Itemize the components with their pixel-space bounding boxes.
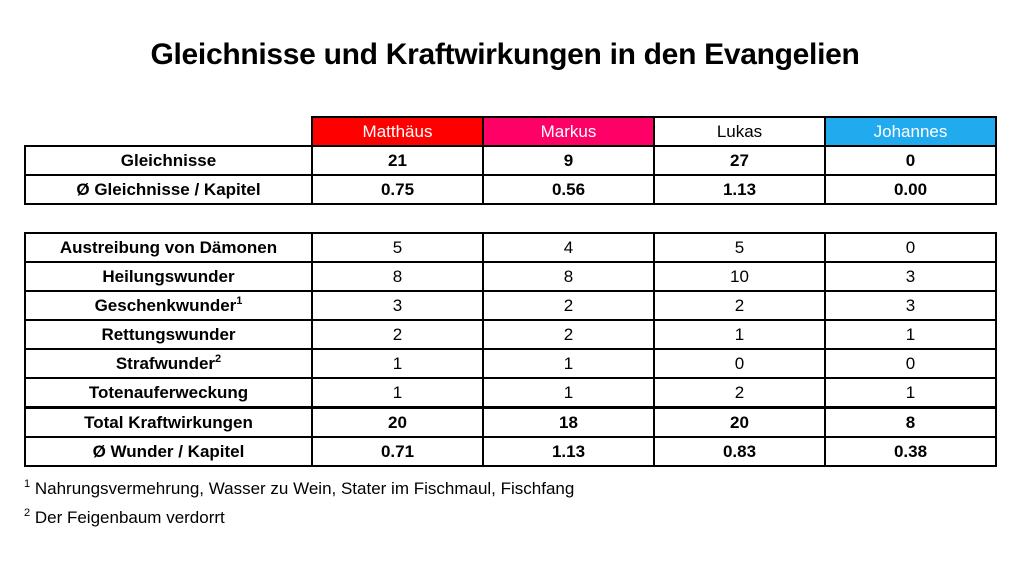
cell-value: 0.38: [824, 436, 997, 467]
cell-value: 0.56: [482, 174, 655, 205]
row-label: Geschenkwunder1: [24, 290, 313, 321]
cell-value: 1: [482, 377, 655, 409]
footnote-1: 1 Nahrungsvermehrung, Wasser zu Wein, St…: [24, 479, 574, 499]
cell-value: 0.00: [824, 174, 997, 205]
cell-value: 8: [311, 261, 484, 292]
table-header-row: Matthäus Markus Lukas Johannes: [25, 116, 997, 147]
cell-value: 0: [824, 348, 997, 379]
cell-value: 1.13: [482, 436, 655, 467]
cell-value: 1: [311, 348, 484, 379]
row-label: Ø Wunder / Kapitel: [24, 436, 313, 467]
table-row: Ø Gleichnisse / Kapitel 0.75 0.56 1.13 0…: [24, 174, 997, 205]
row-label: Rettungswunder: [24, 319, 313, 350]
footnote-mark: 2: [24, 507, 31, 519]
cell-value: 1: [482, 348, 655, 379]
header-markus: Markus: [482, 116, 655, 147]
row-label: Ø Gleichnisse / Kapitel: [24, 174, 313, 205]
cell-value: 3: [824, 261, 997, 292]
cell-value: 21: [311, 145, 484, 176]
cell-value: 1: [653, 319, 826, 350]
cell-value: 1: [311, 377, 484, 409]
cell-value: 20: [653, 406, 826, 438]
table-row: Austreibung von Dämonen 5 4 5 0: [24, 232, 997, 263]
cell-value: 9: [482, 145, 655, 176]
header-johannes: Johannes: [824, 116, 997, 147]
header-empty-cell: [25, 117, 312, 146]
header-lukas: Lukas: [653, 116, 826, 147]
footnote-marker: 1: [236, 294, 243, 307]
table-row: Gleichnisse 21 9 27 0: [24, 145, 997, 176]
cell-value: 2: [311, 319, 484, 350]
row-label: Heilungswunder: [24, 261, 313, 292]
row-label: Total Kraftwirkungen: [24, 406, 313, 438]
footnote-marker: 2: [215, 352, 222, 365]
cell-value: 18: [482, 406, 655, 438]
footnote-text: Nahrungsvermehrung, Wasser zu Wein, Stat…: [30, 479, 575, 498]
cell-value: 2: [653, 290, 826, 321]
table-row: Strafwunder2 1 1 0 0: [24, 348, 997, 379]
page-title: Gleichnisse und Kraftwirkungen in den Ev…: [150, 38, 860, 71]
row-label: Gleichnisse: [24, 145, 313, 176]
header-matthaeus: Matthäus: [311, 116, 484, 147]
cell-value: 3: [824, 290, 997, 321]
row-label: Strafwunder2: [24, 348, 313, 379]
cell-value: 8: [482, 261, 655, 292]
cell-value: 5: [311, 232, 484, 263]
row-label: Totenauferweckung: [24, 377, 313, 409]
cell-value: 5: [653, 232, 826, 263]
miracles-table: Austreibung von Dämonen 5 4 5 0 Heilungs…: [24, 232, 997, 467]
cell-value: 2: [482, 290, 655, 321]
footnote-mark: 1: [24, 478, 31, 490]
cell-value: 0: [824, 145, 997, 176]
table-row: Rettungswunder 2 2 1 1: [24, 319, 997, 350]
cell-value: 4: [482, 232, 655, 263]
cell-value: 10: [653, 261, 826, 292]
table-row: Geschenkwunder1 3 2 2 3: [24, 290, 997, 321]
table-row: Heilungswunder 8 8 10 3: [24, 261, 997, 292]
per-chapter-row: Ø Wunder / Kapitel 0.71 1.13 0.83 0.38: [24, 436, 997, 467]
cell-value: 20: [311, 406, 484, 438]
cell-value: 0.83: [653, 436, 826, 467]
cell-value: 1.13: [653, 174, 826, 205]
cell-value: 8: [824, 406, 997, 438]
cell-value: 0.75: [311, 174, 484, 205]
table-row: Totenauferweckung 1 1 2 1: [24, 377, 997, 409]
cell-value: 0: [653, 348, 826, 379]
total-row: Total Kraftwirkungen 20 18 20 8: [24, 406, 997, 438]
footnote-2: 2 Der Feigenbaum verdorrt: [24, 508, 225, 528]
cell-value: 1: [824, 377, 997, 409]
parables-table: Matthäus Markus Lukas Johannes Gleichnis…: [24, 116, 997, 205]
cell-value: 3: [311, 290, 484, 321]
cell-value: 1: [824, 319, 997, 350]
cell-value: 0: [824, 232, 997, 263]
cell-value: 0.71: [311, 436, 484, 467]
row-label: Austreibung von Dämonen: [24, 232, 313, 263]
footnote-text: Der Feigenbaum verdorrt: [30, 508, 225, 527]
cell-value: 2: [653, 377, 826, 409]
cell-value: 27: [653, 145, 826, 176]
cell-value: 2: [482, 319, 655, 350]
